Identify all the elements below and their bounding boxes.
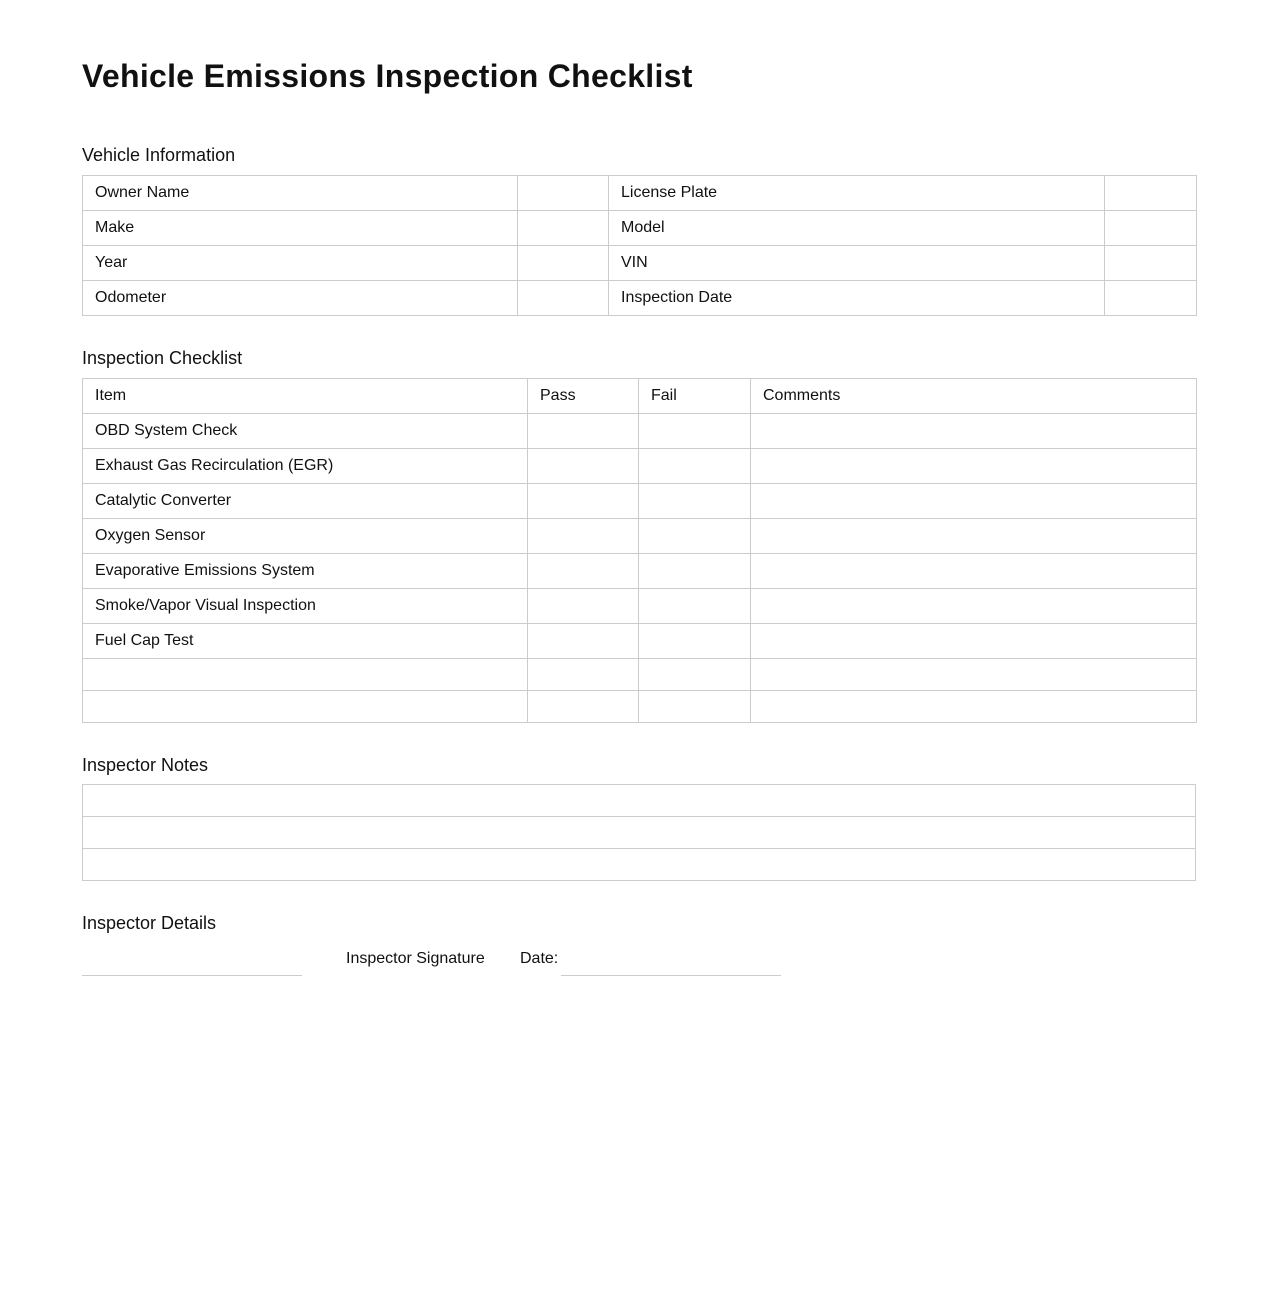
pass-cell[interactable] — [527, 623, 639, 659]
vehicle-info-table: Owner Name License Plate Make Model Year VIN O… — [82, 175, 1197, 316]
field-label: Year — [82, 245, 518, 281]
checklist-row — [82, 658, 1197, 691]
vehicle-info-row: Odometer Inspection Date — [82, 280, 1197, 316]
notes-line[interactable] — [82, 848, 1196, 881]
pass-cell[interactable] — [527, 483, 639, 519]
fail-cell[interactable] — [638, 518, 751, 554]
pass-cell[interactable] — [527, 690, 639, 723]
field-value[interactable] — [517, 210, 609, 246]
col-item: Item — [82, 378, 528, 414]
fail-cell[interactable] — [638, 658, 751, 691]
notes-heading: Inspector Notes — [82, 755, 209, 775]
field-value[interactable] — [517, 245, 609, 281]
item-cell: Smoke/Vapor Visual Inspection — [82, 588, 528, 624]
item-cell: Exhaust Gas Recirculation (EGR) — [82, 448, 528, 484]
field-value[interactable] — [1104, 280, 1197, 316]
pass-cell[interactable] — [527, 518, 639, 554]
item-cell — [82, 658, 528, 691]
vehicle-info-row: Year VIN — [82, 245, 1197, 281]
col-comments: Comments — [750, 378, 1197, 414]
fail-cell[interactable] — [638, 413, 751, 449]
pass-cell[interactable] — [527, 658, 639, 691]
checklist-row — [82, 690, 1197, 723]
field-label: Make — [82, 210, 518, 246]
vehicle-info-heading: Vehicle Information — [82, 145, 236, 165]
fail-cell[interactable] — [638, 588, 751, 624]
pass-cell[interactable] — [527, 448, 639, 484]
checklist-row: Exhaust Gas Recirculation (EGR) — [82, 448, 1197, 484]
checklist-row: Oxygen Sensor — [82, 518, 1197, 554]
checklist-table: Item Pass Fail Comments OBD System Check… — [82, 378, 1197, 723]
checklist-heading: Inspection Checklist — [82, 348, 243, 368]
comments-cell[interactable] — [750, 518, 1197, 554]
field-value[interactable] — [1104, 245, 1197, 281]
checklist-row: Evaporative Emissions System — [82, 553, 1197, 589]
item-cell: Catalytic Converter — [82, 483, 528, 519]
signature-label: Inspector Signature — [346, 950, 485, 967]
field-label: Model — [608, 210, 1105, 246]
col-fail: Fail — [638, 378, 751, 414]
comments-cell[interactable] — [750, 413, 1197, 449]
checklist-row: Smoke/Vapor Visual Inspection — [82, 588, 1197, 624]
item-cell: Fuel Cap Test — [82, 623, 528, 659]
signature-line[interactable] — [82, 975, 302, 976]
comments-cell[interactable] — [750, 690, 1197, 723]
field-value[interactable] — [1104, 210, 1197, 246]
notes-table — [82, 784, 1196, 881]
checklist-header-row: Item Pass Fail Comments — [82, 378, 1197, 414]
field-value[interactable] — [517, 280, 609, 316]
pass-cell[interactable] — [527, 413, 639, 449]
checklist-row: Catalytic Converter — [82, 483, 1197, 519]
field-label: Owner Name — [82, 175, 518, 211]
fail-cell[interactable] — [638, 483, 751, 519]
comments-cell[interactable] — [750, 483, 1197, 519]
fail-cell[interactable] — [638, 448, 751, 484]
fail-cell[interactable] — [638, 623, 751, 659]
date-label: Date: — [520, 950, 559, 967]
col-pass: Pass — [527, 378, 639, 414]
comments-cell[interactable] — [750, 623, 1197, 659]
pass-cell[interactable] — [527, 588, 639, 624]
field-value[interactable] — [517, 175, 609, 211]
fail-cell[interactable] — [638, 553, 751, 589]
field-label: License Plate — [608, 175, 1105, 211]
comments-cell[interactable] — [750, 553, 1197, 589]
item-cell: Evaporative Emissions System — [82, 553, 528, 589]
vehicle-info-row: Make Model — [82, 210, 1197, 246]
field-value[interactable] — [1104, 175, 1197, 211]
comments-cell[interactable] — [750, 658, 1197, 691]
comments-cell[interactable] — [750, 588, 1197, 624]
pass-cell[interactable] — [527, 553, 639, 589]
checklist-row: OBD System Check — [82, 413, 1197, 449]
field-label: Odometer — [82, 280, 518, 316]
item-cell: OBD System Check — [82, 413, 528, 449]
field-label: VIN — [608, 245, 1105, 281]
comments-cell[interactable] — [750, 448, 1197, 484]
date-line[interactable] — [561, 975, 781, 976]
page-title: Vehicle Emissions Inspection Checklist — [82, 58, 693, 94]
item-cell — [82, 690, 528, 723]
fail-cell[interactable] — [638, 690, 751, 723]
item-cell: Oxygen Sensor — [82, 518, 528, 554]
vehicle-info-row: Owner Name License Plate — [82, 175, 1197, 211]
details-heading: Inspector Details — [82, 913, 217, 933]
checklist-row: Fuel Cap Test — [82, 623, 1197, 659]
notes-line[interactable] — [82, 816, 1196, 849]
notes-line[interactable] — [82, 784, 1196, 817]
field-label: Inspection Date — [608, 280, 1105, 316]
